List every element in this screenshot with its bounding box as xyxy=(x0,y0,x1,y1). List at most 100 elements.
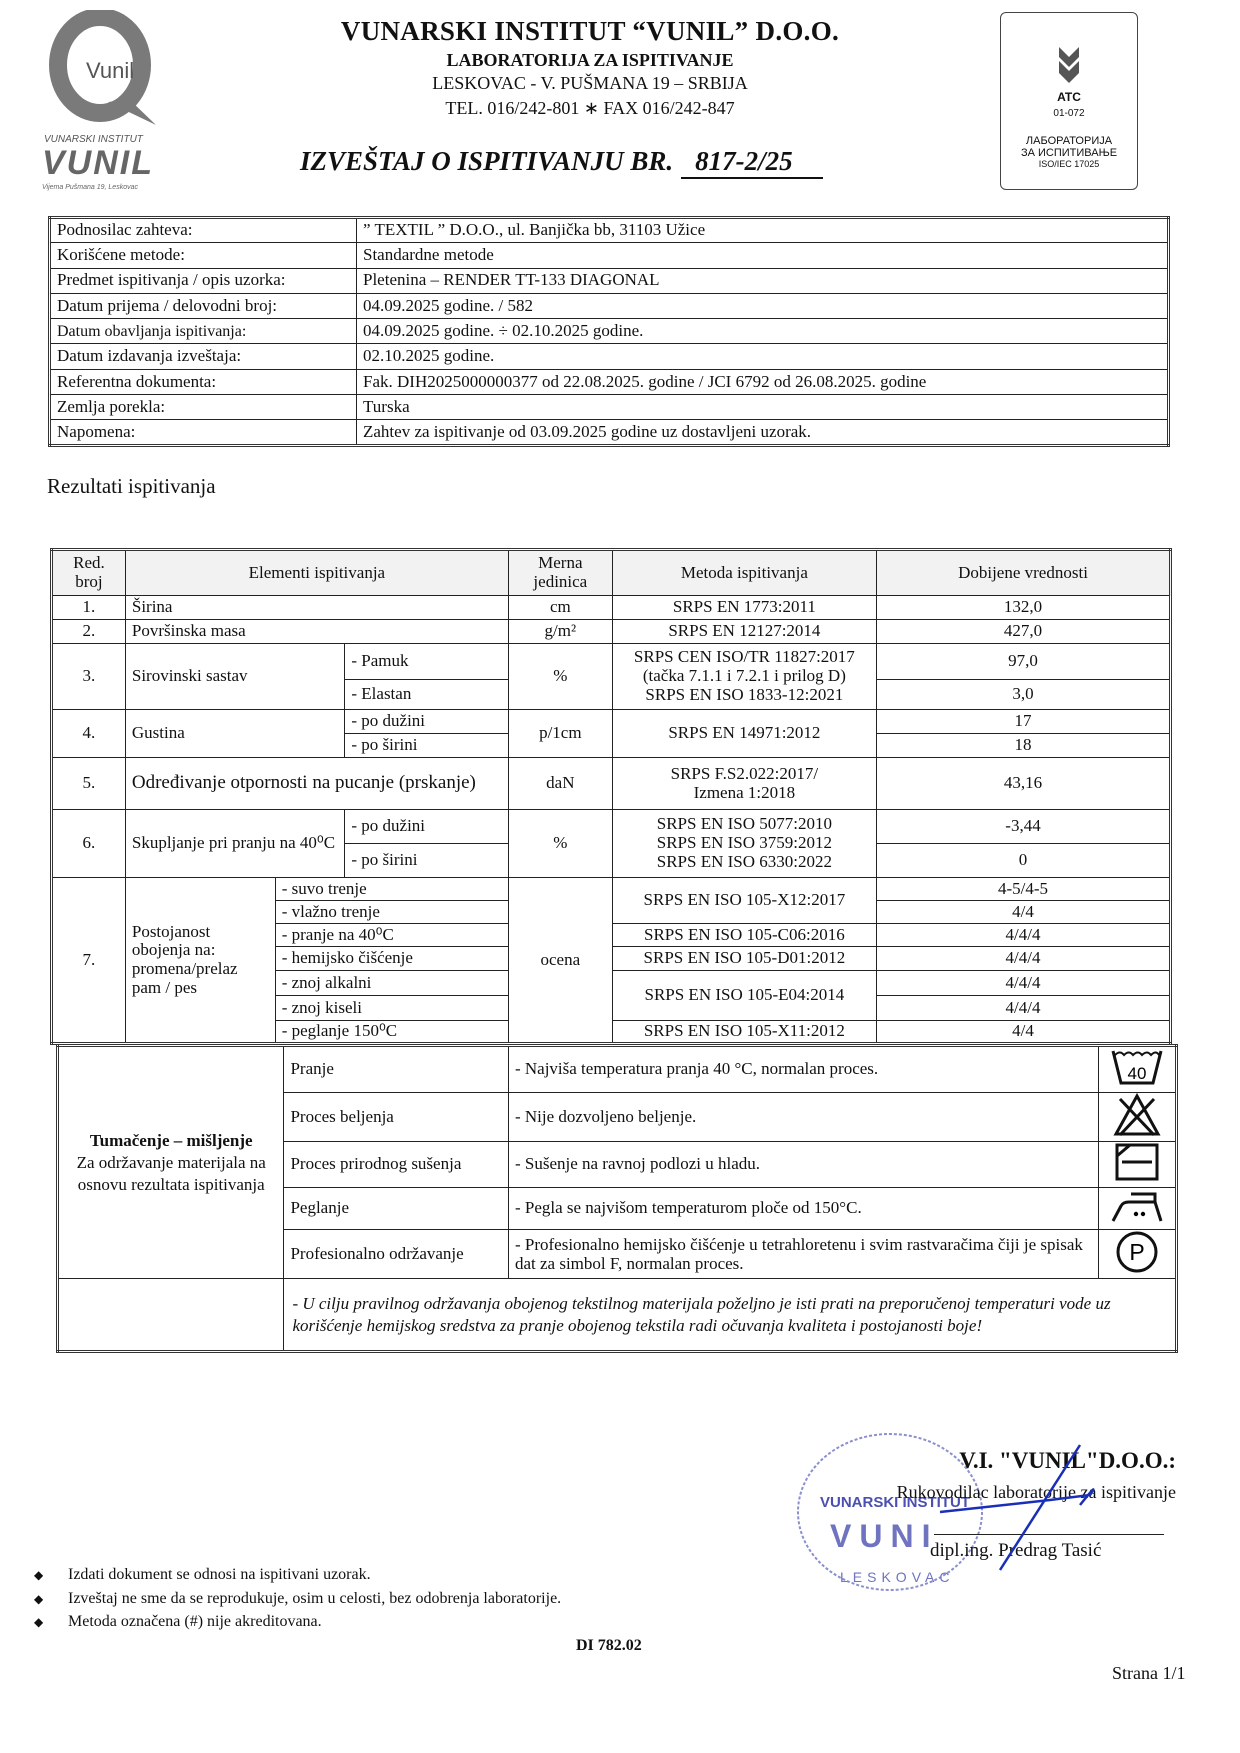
row-element: Površinska masa xyxy=(124,619,509,644)
row-method: SRPS EN ISO 105-D01:2012 xyxy=(611,946,878,971)
care-row: Proces beljenja - Nije dozvoljeno beljen… xyxy=(58,1091,1177,1143)
info-row: Zemlja porekla: Turska xyxy=(49,394,1169,421)
care-label: Proces beljenja xyxy=(283,1091,509,1143)
table-row: 7. Postojanost obojenja na: promena/prel… xyxy=(51,877,1171,1044)
signature-name: dipl.ing. Predrag Tasić xyxy=(930,1540,1102,1561)
footnote: ◆ Izdati dokument se odnosi na ispitivani… xyxy=(34,1566,371,1584)
footnote: ◆ Metoda označena (#) nije akreditovana. xyxy=(34,1613,322,1631)
row-subelement: - po dužini xyxy=(344,709,509,734)
info-row: Datum prijema / delovodni broj: 04.09.202… xyxy=(49,292,1169,320)
row-no: 6. xyxy=(51,809,126,878)
institute-name: VUNARSKI INSTITUT “VUNIL” D.O.O. xyxy=(340,16,840,46)
care-text: - Pegla se najvišom temperaturom ploče o… xyxy=(507,1187,1100,1230)
svg-text:40: 40 xyxy=(1128,1064,1147,1083)
table-row: - pranje na 40⁰C SRPS EN ISO 105-C06:201… xyxy=(52,923,1171,947)
table-row: - po širini 0 xyxy=(52,843,1171,878)
iron-two-dots-icon xyxy=(1098,1187,1177,1230)
row-element: Gustina xyxy=(124,709,346,758)
address: LESKOVAC - V. PUŠMANA 19 – SRBIJA xyxy=(432,73,748,93)
care-interpretation: Tumačenje – mišljenje Za održavanje mate… xyxy=(56,1044,285,1280)
row-subelement: - hemijsko čišćenje xyxy=(274,946,509,971)
signature-role: Rukovodilac laboratorije za ispitivanje xyxy=(896,1482,1176,1502)
row-subelement: - po širini xyxy=(344,733,509,758)
table-row: 5. Određivanje otpornosti na pucanje (pr… xyxy=(51,757,1171,810)
row-method: SRPS EN 12127:2014 xyxy=(611,619,878,644)
info-value: ” TEXTIL ” D.O.O., ul. Banjička bb, 3110… xyxy=(356,216,1169,244)
info-label: Datum obavljanja ispitivanja: xyxy=(49,318,357,345)
info-label: Datum izdavanja izveštaja: xyxy=(49,343,357,370)
col-header-no: Red. broj xyxy=(51,549,126,596)
professional-clean-p-icon: P xyxy=(1098,1228,1177,1280)
method-line: Izmena 1:2018 xyxy=(693,782,796,802)
row-unit: % xyxy=(507,643,613,710)
report-title: IZVEŠTAJ O ISPITIVANJU BR. 817-2/25 xyxy=(300,146,823,179)
bullet-diamond-icon: ◆ xyxy=(34,1615,44,1629)
info-value: Pletenina – RENDER TT-133 DIAGONAL xyxy=(356,267,1169,294)
row-method: SRPS EN ISO 105-X12:2017 xyxy=(611,877,878,924)
info-row: Predmet ispitivanja / opis uzorka: Pleten… xyxy=(49,267,1169,294)
info-value: Zahtev za ispitivanje od 03.09.2025 godi… xyxy=(356,419,1169,446)
row-subelement: - po širini xyxy=(344,843,509,878)
handwritten-signature xyxy=(930,1440,1130,1580)
table-row: - Elastan 3,0 xyxy=(52,679,1171,710)
lab-name: LABORATORIJA ZA ISPITIVANJE xyxy=(446,50,734,70)
bullet-diamond-icon: ◆ xyxy=(34,1592,44,1606)
info-value: 02.10.2025 godine. xyxy=(356,343,1169,370)
care-table: Tumačenje – mišljenje Za održavanje mate… xyxy=(56,1044,1178,1354)
care-row: Tumačenje – mišljenje Za održavanje mate… xyxy=(56,1044,1177,1280)
table-row: 3. Sirovinski sastav - Pamuk % SRPS CEN … xyxy=(51,643,1171,710)
table-row: 1. Širina cm SRPS EN 1773:2011 132,0 xyxy=(51,595,1171,620)
svg-text:VUNI: VUNI xyxy=(830,1518,938,1554)
atc-line1: ЛАБОРАТОРИЈА xyxy=(1025,135,1113,147)
atc-logo-icon xyxy=(1059,29,1079,83)
care-label: Proces prirodnog sušenja xyxy=(283,1141,509,1189)
row-method: SRPS EN ISO 5077:2010 SRPS EN ISO 3759:20… xyxy=(611,809,878,878)
info-label: Referentna dokumenta: xyxy=(49,368,357,396)
care-note-row: - U cilju pravilnog održavanja obojenog … xyxy=(56,1278,1177,1353)
row-method: SRPS EN ISO 105-C06:2016 xyxy=(611,923,878,947)
row-method: SRPS EN 1773:2011 xyxy=(611,595,878,620)
vunil-logo: Vunil xyxy=(38,8,178,130)
row-unit: ocena xyxy=(507,877,613,1044)
no-bleach-icon xyxy=(1098,1091,1177,1143)
col-header-value: Dobijene vrednosti xyxy=(876,549,1171,596)
footnote-text: Izveštaj ne sme da se reprodukuje, osim … xyxy=(68,1590,562,1607)
row-value: 4/4/4 xyxy=(876,923,1171,947)
row-unit: p/1cm xyxy=(507,709,613,758)
care-label: Peglanje xyxy=(283,1187,509,1230)
row-method: SRPS EN ISO 105-X11:2012 xyxy=(611,1020,878,1044)
info-row: Korišćene metode: Standardne metode xyxy=(49,242,1169,269)
accreditation-badge: ATC 01-072 ЛАБОРАТОРИЈА ЗА ИСПИТИВАЊЕ IS… xyxy=(1000,12,1138,190)
row-no: 1. xyxy=(51,595,126,620)
row-value: 4/4/4 xyxy=(876,995,1171,1021)
phone-fax: TEL. 016/242-801 ∗ FAX 016/242-847 xyxy=(445,98,735,118)
care-row: Profesionalno održavanje - Profesionalno… xyxy=(58,1228,1177,1280)
row-unit: cm xyxy=(507,595,613,620)
results-title: Rezultati ispitivanja xyxy=(47,474,216,498)
care-label: Pranje xyxy=(283,1045,509,1093)
method-line: SRPS EN ISO 3759:2012 xyxy=(656,833,832,853)
row-value: 43,16 xyxy=(876,757,1171,810)
row-subelement: - Pamuk xyxy=(344,643,509,680)
row-value: 4/4/4 xyxy=(876,970,1171,996)
row-element: Postojanost obojenja na: promena/prelaz … xyxy=(124,877,276,1044)
svg-text:VUNARSKI INSTITUT: VUNARSKI INSTITUT xyxy=(820,1494,970,1511)
row-value: -3,44 xyxy=(876,809,1171,844)
row-value: 0 xyxy=(876,843,1171,878)
results-table: Red. broj Elementi ispitivanja Merna jed… xyxy=(50,548,1172,1045)
care-note: - U cilju pravilnog održavanja obojenog … xyxy=(283,1278,1177,1353)
page-number: Strana 1/1 xyxy=(1112,1663,1186,1683)
info-label: Podnosilac zahteva: xyxy=(49,216,357,244)
row-value: 3,0 xyxy=(876,679,1171,710)
row-method: SRPS F.S2.022:2017/Izmena 1:2018 xyxy=(611,757,878,810)
row-subelement: - Elastan xyxy=(344,679,509,710)
row-value: 427,0 xyxy=(876,619,1171,644)
info-value: Standardne metode xyxy=(356,242,1169,269)
logo-caption-bottom: Vijema Pušmana 19, Leskovac xyxy=(42,184,138,191)
row-unit: g/m² xyxy=(507,619,613,644)
table-row: 2. Površinska masa g/m² SRPS EN 12127:20… xyxy=(51,619,1171,644)
info-label: Predmet ispitivanja / opis uzorka: xyxy=(49,267,357,294)
row-unit: % xyxy=(507,809,613,878)
logo-caption-main: VUNIL xyxy=(42,144,154,182)
row-no: 3. xyxy=(51,643,126,710)
